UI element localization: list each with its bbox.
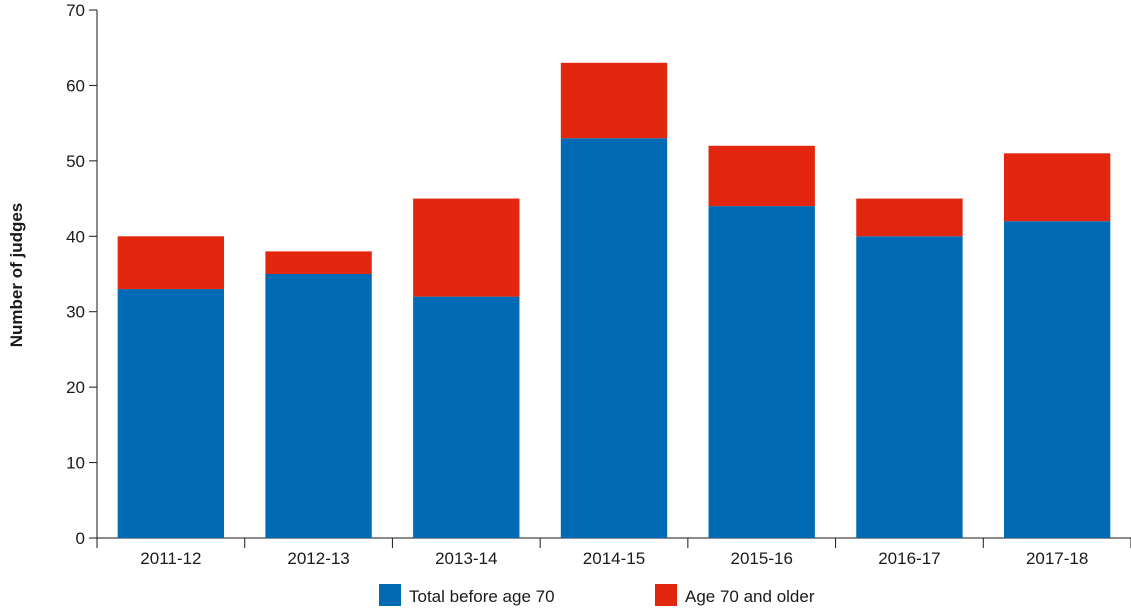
legend-swatch (655, 584, 677, 606)
x-tick-label: 2016-17 (878, 549, 940, 568)
legend: Total before age 70 Age 70 and older (379, 584, 815, 606)
bar-segment-70-and-older (560, 62, 668, 139)
y-tick-label: 40 (66, 227, 85, 246)
x-tick-label: 2017-18 (1026, 549, 1088, 568)
y-tick-label: 60 (66, 76, 85, 95)
bar-segment-before-70 (265, 274, 372, 538)
x-axis: 2011-12 2012-13 2013-14 2014-15 2015-16 2016-… (96, 537, 1131, 568)
bar-segment-70-and-older (413, 198, 520, 297)
x-tick-label: 2015-16 (731, 549, 793, 568)
y-tick-label: 50 (66, 152, 85, 171)
y-tick-label: 70 (66, 1, 85, 20)
bar-segment-before-70 (117, 289, 225, 538)
bar-segment-before-70 (856, 236, 963, 539)
y-tick-label: 20 (66, 378, 85, 397)
bar-segment-70-and-older (708, 145, 815, 207)
x-tick-label: 2013-14 (435, 549, 497, 568)
bar-segment-before-70 (708, 206, 815, 538)
y-axis-title: Number of judges (7, 203, 26, 348)
bar-segment-70-and-older (265, 251, 372, 274)
bar-segment-70-and-older (1003, 153, 1111, 222)
bars (117, 62, 1111, 539)
x-tick-label: 2014-15 (583, 549, 645, 568)
legend-label: Total before age 70 (409, 587, 555, 606)
x-tick-label: 2011-12 (140, 549, 201, 568)
bar-segment-before-70 (413, 296, 520, 538)
legend-swatch (379, 584, 401, 606)
y-axis: 0 10 20 30 40 50 60 70 (66, 1, 98, 548)
legend-label: Age 70 and older (685, 587, 815, 606)
bar-segment-before-70 (560, 138, 668, 538)
bar-segment-70-and-older (117, 236, 225, 290)
y-tick-label: 0 (76, 529, 85, 548)
bar-segment-70-and-older (856, 198, 963, 237)
y-tick-label: 30 (66, 303, 85, 322)
bar-segment-before-70 (1003, 221, 1111, 538)
x-tick-label: 2012-13 (287, 549, 349, 568)
y-tick-label: 10 (66, 454, 85, 473)
